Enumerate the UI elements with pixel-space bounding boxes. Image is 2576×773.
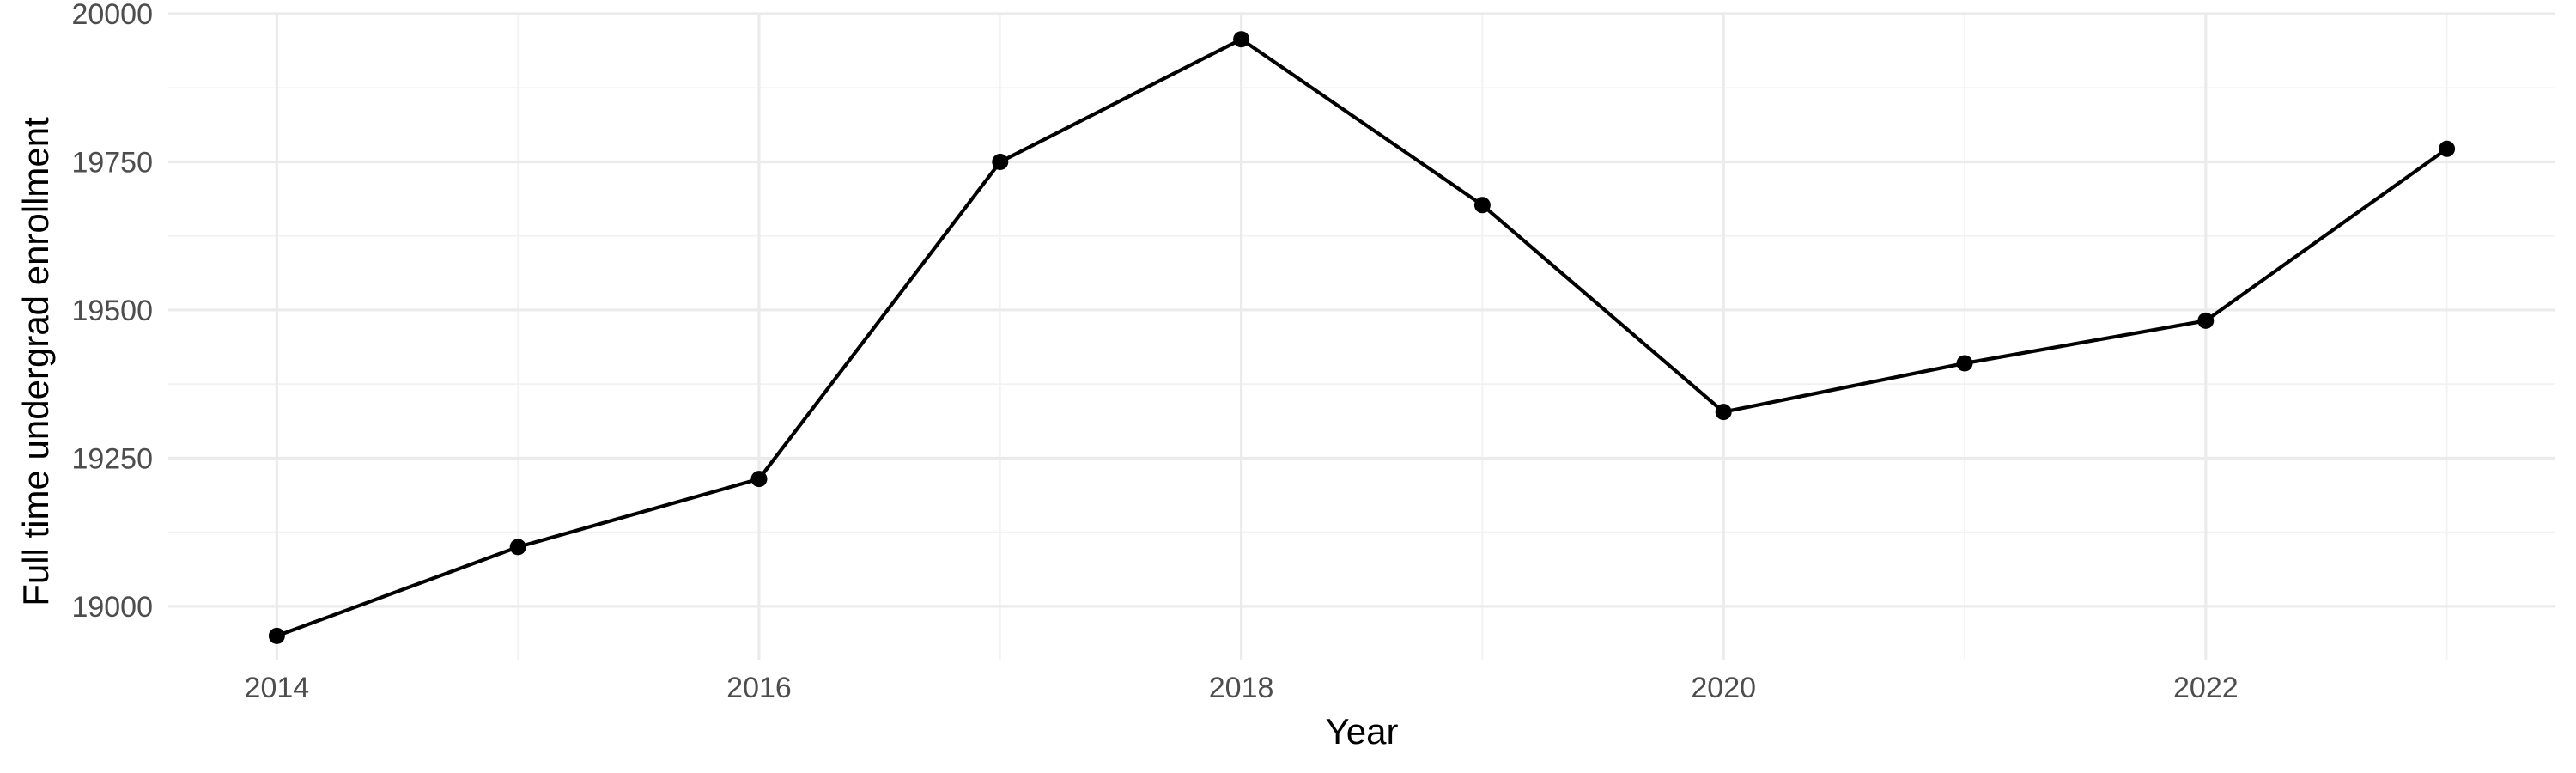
series-line [275, 37, 2449, 638]
y-tick-label: 19500 [71, 295, 153, 327]
y-axis-title: Full time undergrad enrollment [15, 117, 56, 606]
x-tick-label: 2020 [1691, 672, 1756, 704]
y-tick-label: 20000 [71, 0, 153, 31]
data-point [509, 539, 526, 556]
data-point [992, 154, 1009, 170]
tick-labels: 19000 19250 19500 19750 20000 2014 2016 2018 202… [71, 0, 2238, 704]
series-layer [268, 31, 2456, 644]
data-point [2439, 140, 2456, 157]
data-point [750, 471, 768, 488]
data-point [1233, 31, 1250, 48]
x-tick-label: 2014 [245, 672, 310, 704]
data-point [268, 627, 285, 644]
x-tick-label: 2016 [726, 672, 792, 704]
x-tick-label: 2018 [1209, 672, 1274, 704]
data-point [1715, 404, 1732, 421]
data-point [1473, 197, 1491, 214]
x-axis-title: Year [1326, 711, 1399, 752]
y-tick-label: 19250 [71, 442, 153, 475]
y-tick-label: 19750 [71, 146, 153, 179]
data-point [1956, 355, 1973, 372]
x-tick-label: 2022 [2173, 672, 2239, 704]
grid [168, 12, 2555, 660]
y-tick-label: 19000 [71, 591, 153, 624]
data-point [2197, 312, 2215, 329]
